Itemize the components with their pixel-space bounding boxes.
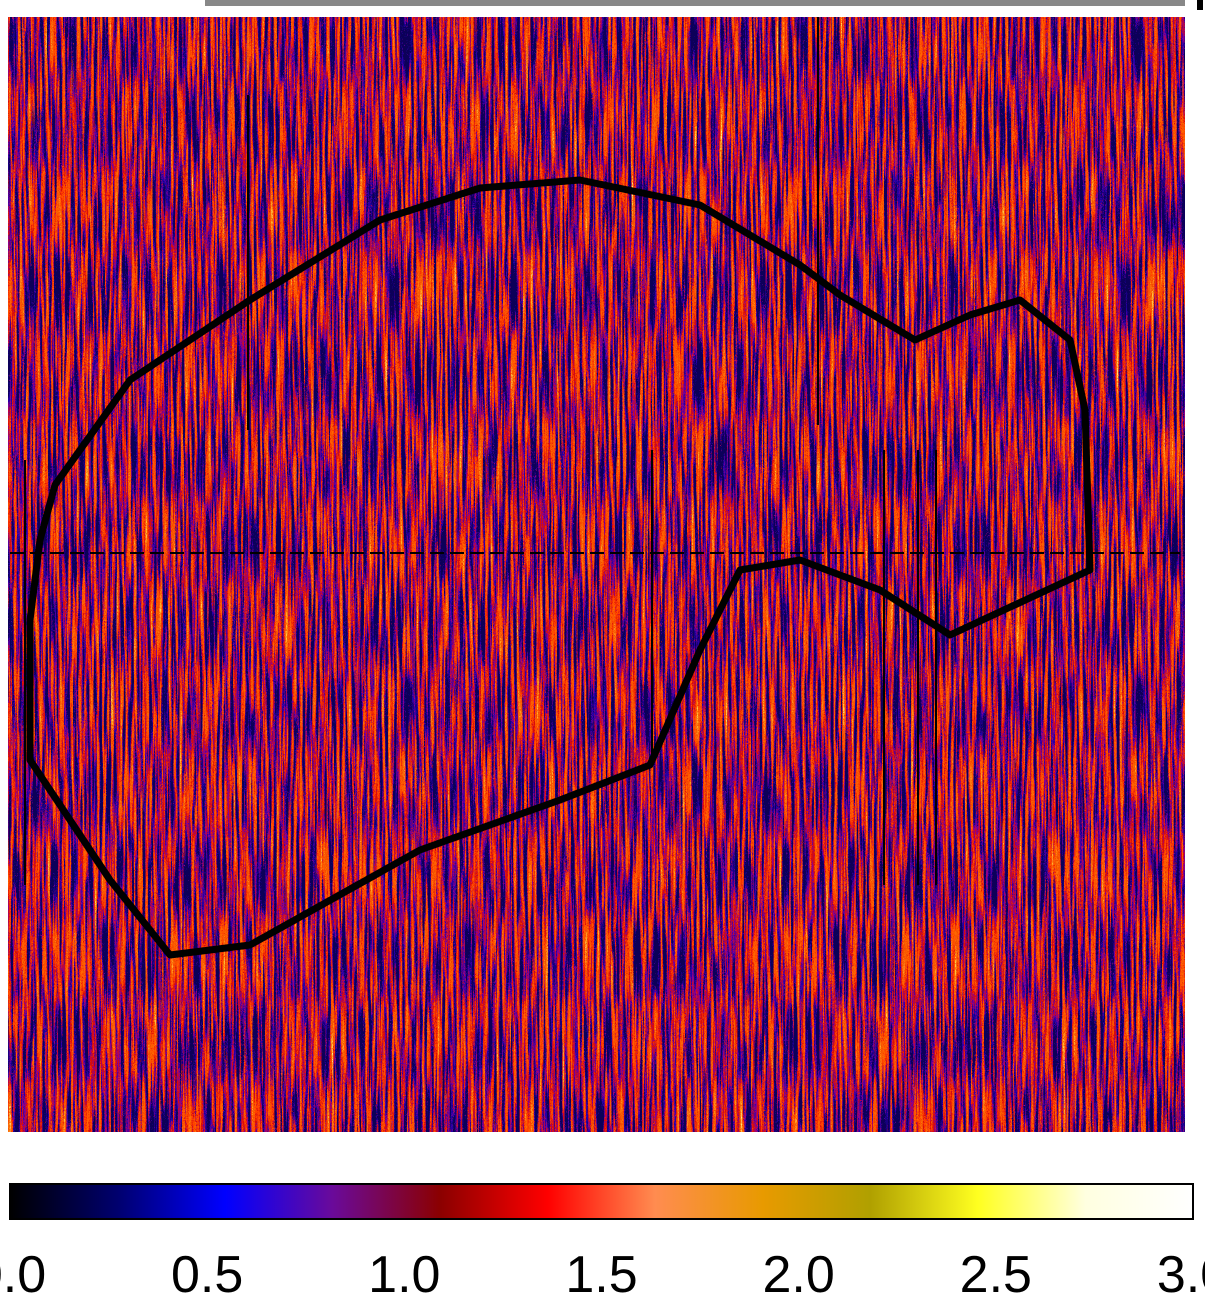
colorbar-tick-label: 3.0 [1157,1246,1205,1304]
colorbar-tick-label: 0.5 [171,1246,243,1304]
colorbar-tick-label: 2.0 [763,1246,835,1304]
scan-lines [10,17,1180,885]
heatmap-image [8,17,1185,1132]
colorbar [9,1183,1194,1220]
colorbar-tick-label: 1.0 [368,1246,440,1304]
colorbar-tick-label: 0.0 [0,1246,46,1304]
colorbar-tick-label: 1.5 [565,1246,637,1304]
region-outline [26,176,1094,959]
top-bar [205,0,1185,6]
colorbar-tick-label: 2.5 [960,1246,1032,1304]
corner-mark [1197,0,1203,10]
